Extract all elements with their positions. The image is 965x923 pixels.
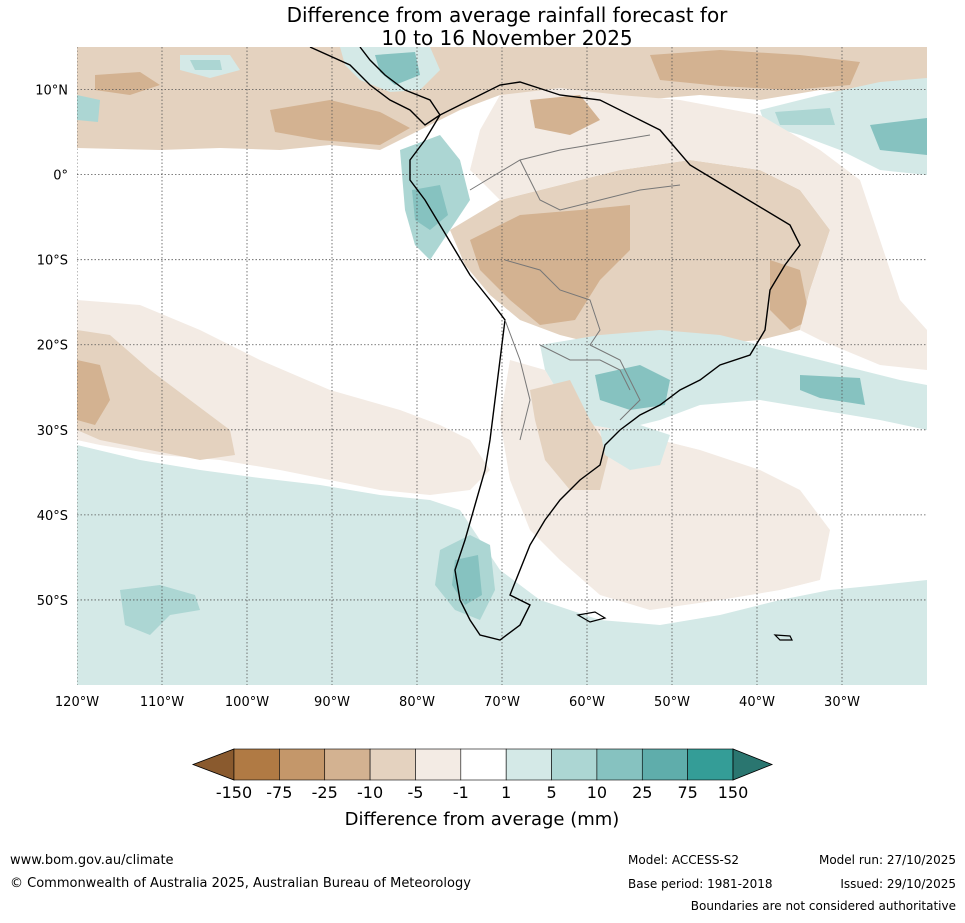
colorbar-swatch	[460, 748, 507, 781]
anomaly-wet-south-brazil-core	[595, 365, 670, 410]
map-title: Difference from average rainfall forecas…	[0, 4, 965, 50]
latitude-label: 20°S	[37, 339, 68, 354]
anomaly-wet-southern-ocean	[77, 445, 927, 685]
footer-copyright: © Commonwealth of Australia 2025, Austra…	[10, 876, 471, 891]
anomaly-wet-patagonia-core	[452, 555, 482, 605]
anomaly-wet-north-1b	[190, 60, 222, 70]
latitude-labels: 10°N 0° 10°S 20°S 30°S 40°S 50°S	[35, 84, 68, 609]
anomaly-wet-west-coast	[77, 95, 100, 122]
graticule	[77, 47, 927, 685]
longitude-label: 70°W	[484, 695, 520, 710]
colorbar-swatch	[596, 748, 643, 781]
footer-model: Model: ACCESS-S2	[628, 853, 740, 867]
country-borders	[469, 134, 681, 441]
anomaly-dry-northeast	[470, 88, 927, 370]
anomaly-wet-la-plata	[600, 425, 670, 470]
anomaly-dry-guiana	[530, 95, 600, 135]
longitude-label: 110°W	[140, 695, 184, 710]
anomaly-dry-brazil-east	[770, 260, 810, 330]
longitude-label: 90°W	[314, 695, 350, 710]
latitude-label: 40°S	[37, 509, 68, 524]
anomaly-dry-argentina-core	[530, 380, 610, 490]
colorbar-tick-label: -10	[357, 783, 383, 802]
colorbar-tick-label: -25	[312, 783, 338, 802]
latitude-label: 30°S	[37, 424, 68, 439]
footer-base-period: Base period: 1981-2018	[628, 877, 773, 891]
colorbar-title: Difference from average (mm)	[345, 809, 620, 830]
anomaly-dry-east-pacific-deep	[77, 360, 110, 425]
colorbar-tick-label: -75	[266, 783, 292, 802]
map-area	[77, 47, 927, 685]
colorbar-extend-low	[191, 748, 235, 781]
anomaly-dry-east-pacific-core	[77, 330, 235, 460]
colorbar-tick-label: -1	[453, 783, 469, 802]
footer-disclaimer: Boundaries are not considered authoritat…	[690, 899, 956, 913]
longitude-label: 30°W	[824, 695, 860, 710]
latitude-label: 10°N	[35, 84, 68, 99]
colorbar-tick-label: 1	[501, 783, 511, 802]
anomaly-dry-north-core	[270, 100, 410, 145]
longitude-label: 120°W	[55, 695, 99, 710]
anomaly-dry-north-core-2	[650, 50, 860, 90]
central-america-coastline	[309, 47, 441, 126]
colorbar-swatch	[324, 748, 371, 781]
colorbar-swatch	[415, 748, 462, 781]
footer-url: www.bom.gov.au/climate	[10, 853, 174, 868]
colorbar-swatch	[369, 748, 416, 781]
latitude-label: 10°S	[37, 254, 68, 269]
colorbar-tick-label: 10	[587, 783, 607, 802]
colorbar-swatch	[505, 748, 552, 781]
colorbar-swatch	[687, 748, 734, 781]
south-georgia	[773, 634, 793, 641]
colorbar-tick-label: 25	[632, 783, 652, 802]
longitude-label: 50°W	[654, 695, 690, 710]
anomaly-wet-east-atlantic-c	[775, 108, 835, 125]
longitude-label: 80°W	[399, 695, 435, 710]
latitude-label: 0°	[53, 169, 68, 184]
longitude-label: 100°W	[225, 695, 269, 710]
title-line-1: Difference from average rainfall forecas…	[286, 3, 728, 27]
anomaly-wet-south-atlantic-core	[800, 375, 865, 405]
footer-issued: Issued: 29/10/2025	[840, 877, 956, 891]
colorbar-swatch	[551, 748, 598, 781]
falkland-islands	[576, 611, 607, 623]
colorbar-swatch	[641, 748, 688, 781]
colorbar-tick-label: -5	[407, 783, 423, 802]
colorbar: -150 -75 -25 -10 -5 -1 1 5 10 25 75 150	[191, 748, 774, 802]
longitude-label: 60°W	[569, 695, 605, 710]
colorbar-tick-label: -150	[216, 783, 252, 802]
anomaly-wet-east-atlantic	[760, 78, 927, 175]
colorbar-swatch	[279, 748, 326, 781]
title-line-2: 10 to 16 November 2025	[381, 26, 633, 50]
longitude-labels: 120°W 110°W 100°W 90°W 80°W 70°W 60°W 50°W 40°W 3…	[55, 695, 860, 710]
colorbar-tick-label: 75	[677, 783, 697, 802]
anomaly-wet-east-atlantic-b	[870, 118, 927, 155]
rainfall-anomaly-fields	[77, 47, 927, 175]
colorbar-extend-high	[732, 748, 774, 781]
south-america-coastline	[409, 81, 801, 641]
footer-model-run: Model run: 27/10/2025	[818, 853, 956, 867]
anomaly-wet-pacific-patch	[120, 585, 200, 635]
colorbar-tick-label: 150	[718, 783, 749, 802]
latitude-label: 50°S	[37, 594, 68, 609]
longitude-label: 40°W	[739, 695, 775, 710]
colorbar-tick-label: 5	[546, 783, 556, 802]
colorbar-swatch	[233, 748, 280, 781]
anomaly-dry-amazon-core	[470, 205, 630, 325]
